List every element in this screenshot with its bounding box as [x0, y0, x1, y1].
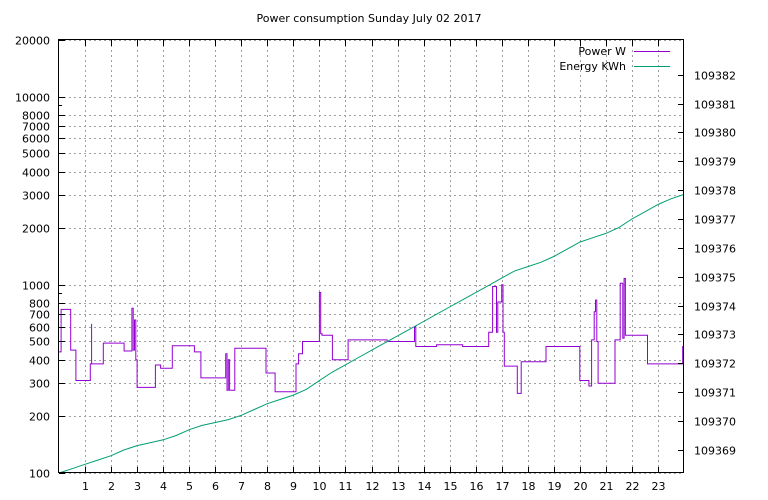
x-tick-label: 21 — [600, 480, 614, 493]
y2-tick-label: 109381 — [694, 99, 736, 112]
x-tick-label: 22 — [626, 480, 640, 493]
x-tick-label: 15 — [444, 480, 458, 493]
y2-tick-label: 109382 — [694, 70, 736, 83]
x-tick-label: 11 — [339, 480, 353, 493]
x-tick-label: 23 — [652, 480, 666, 493]
x-tick-label: 6 — [212, 480, 219, 493]
y2-tick-label: 109370 — [694, 416, 736, 429]
y2-tick-label: 109374 — [694, 301, 736, 314]
y2-tick-label: 109369 — [694, 445, 736, 458]
y2-tick-label: 109371 — [694, 387, 736, 400]
x-tick-label: 4 — [160, 480, 167, 493]
grid-layer — [59, 40, 684, 474]
x-tick-label: 14 — [418, 480, 432, 493]
y2-tick-label: 109378 — [694, 185, 736, 198]
y-tick-label: 600 — [29, 322, 50, 335]
x-tick-label: 17 — [496, 480, 510, 493]
x-tick-label: 10 — [313, 480, 327, 493]
y-tick-label: 2000 — [22, 223, 50, 236]
y2-tick-label: 109372 — [694, 358, 736, 371]
x-tick-label: 12 — [366, 480, 380, 493]
series-line-energy — [58, 193, 685, 474]
y-tick-label: 6000 — [22, 133, 50, 146]
y-tick-label: 10000 — [15, 92, 50, 105]
x-tick-label: 8 — [264, 480, 271, 493]
axis-layer: 1 2 3 4 5 6 7 8 9 10 11 12 13 14 15 16 17 18 19 20 21 22 23100… — [15, 35, 736, 494]
series-line-power — [59, 278, 684, 394]
legend-label-energy: Energy KWh — [559, 60, 626, 73]
y2-tick-label: 109376 — [694, 243, 736, 256]
x-tick-label: 2 — [108, 480, 115, 493]
y-tick-label: 20000 — [15, 35, 50, 48]
y2-tick-label: 109380 — [694, 127, 736, 140]
y-tick-label: 300 — [29, 378, 50, 391]
y-tick-label: 100 — [29, 468, 50, 481]
series-layer — [58, 193, 685, 474]
y-tick-label: 1000 — [22, 280, 50, 293]
y2-tick-label: 109373 — [694, 329, 736, 342]
x-tick-label: 18 — [522, 480, 536, 493]
y-tick-label: 200 — [29, 411, 50, 424]
y-tick-label: 8000 — [22, 110, 50, 123]
y-tick-label: 3000 — [22, 190, 50, 203]
legend: Power W Energy KWh — [559, 45, 670, 73]
chart-title: Power consumption Sunday July 02 2017 — [257, 12, 482, 25]
x-tick-label: 1 — [82, 480, 89, 493]
x-tick-label: 19 — [548, 480, 562, 493]
y-tick-label: 800 — [29, 298, 50, 311]
y-tick-label: 400 — [29, 355, 50, 368]
x-tick-label: 7 — [238, 480, 245, 493]
x-tick-label: 9 — [290, 480, 297, 493]
y2-tick-label: 109377 — [694, 214, 736, 227]
x-tick-label: 16 — [470, 480, 484, 493]
plot-frame — [58, 39, 684, 473]
y2-tick-label: 109379 — [694, 156, 736, 169]
x-tick-label: 13 — [392, 480, 406, 493]
y-tick-label: 7000 — [22, 121, 50, 134]
y-tick-label: 5000 — [22, 148, 50, 161]
legend-label-power: Power W — [578, 45, 626, 58]
y2-tick-label: 109375 — [694, 272, 736, 285]
x-tick-label: 5 — [186, 480, 193, 493]
x-tick-label: 20 — [574, 480, 588, 493]
y-tick-label: 700 — [29, 309, 50, 322]
y-tick-label: 500 — [29, 336, 50, 349]
y-tick-label: 4000 — [22, 167, 50, 180]
x-tick-label: 3 — [134, 480, 141, 493]
